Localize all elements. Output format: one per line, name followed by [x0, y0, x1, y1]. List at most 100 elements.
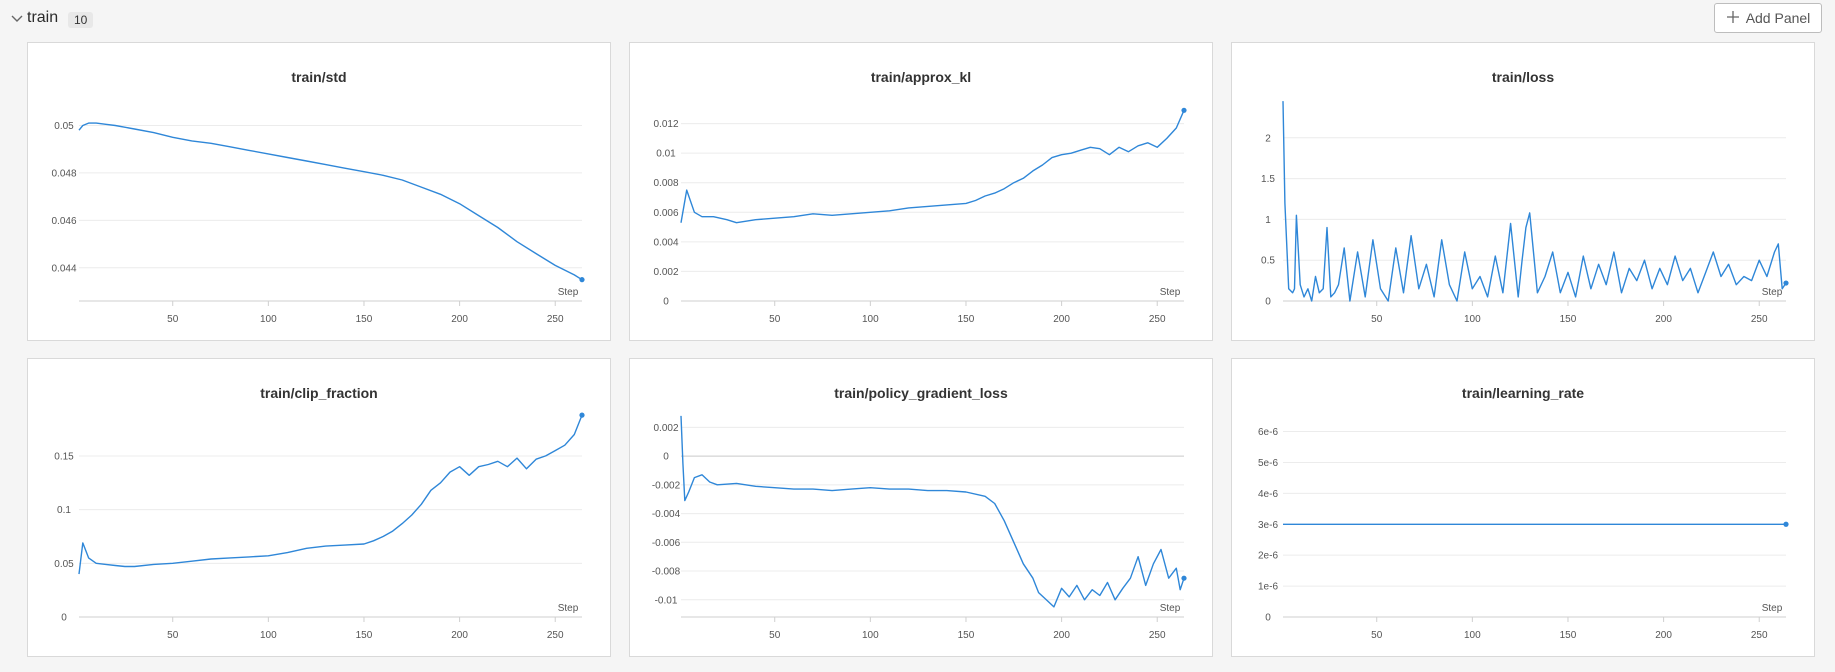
y-tick-label: 0.006	[653, 208, 678, 219]
y-tick-label: 6e-6	[1258, 427, 1278, 438]
x-tick-label: 150	[958, 630, 975, 641]
chevron-down-icon[interactable]	[9, 10, 25, 26]
x-tick-label: 250	[1149, 630, 1166, 641]
x-axis-label: Step	[1160, 603, 1181, 614]
last-point-marker	[1783, 280, 1789, 286]
y-tick-label: 0	[663, 452, 669, 463]
y-tick-label: 0	[663, 297, 669, 308]
y-tick-label: 1	[1265, 215, 1271, 226]
x-axis-label: Step	[558, 603, 579, 614]
x-tick-label: 250	[1149, 314, 1166, 325]
x-tick-label: 200	[451, 314, 468, 325]
chart-title: train/learning_rate	[1461, 385, 1585, 401]
line-chart: -0.01 -0.008 -0.006 -0.004 -0.002 0 0.002 50 100…	[652, 415, 1187, 641]
last-point-marker	[1181, 107, 1187, 113]
y-tick-label: 0	[61, 613, 67, 624]
y-tick-label: 5e-6	[1258, 458, 1278, 469]
x-axis-label: Step	[1160, 287, 1181, 298]
add-panel-label: Add Panel	[1745, 10, 1811, 26]
y-tick-label: 0.05	[54, 559, 74, 570]
y-tick-label: 1.5	[1261, 174, 1275, 185]
x-tick-label: 50	[167, 630, 179, 641]
series-line[interactable]	[680, 110, 1185, 224]
y-tick-label: 0.1	[57, 505, 71, 516]
chart-panel[interactable]: train/loss 0 0.5 1 1.5 2 50 100 150 200 250 Step	[1231, 42, 1815, 341]
y-tick-label: -0.01	[655, 595, 678, 606]
panel-count-badge: 10	[68, 12, 94, 28]
x-tick-label: 50	[1371, 630, 1383, 641]
x-tick-label: 50	[167, 314, 179, 325]
y-tick-label: 0.002	[653, 267, 678, 278]
x-tick-label: 200	[1655, 630, 1672, 641]
y-tick-label: 0.012	[653, 119, 678, 130]
x-tick-label: 250	[547, 630, 564, 641]
x-tick-label: 150	[1560, 630, 1577, 641]
x-tick-label: 150	[356, 314, 373, 325]
x-axis-label: Step	[1762, 287, 1783, 298]
chart-panel[interactable]: train/learning_rate 0 1e-6 2e-6 3e-6 4e-6 5e-6…	[1231, 358, 1815, 657]
y-tick-label: 0	[1265, 297, 1271, 308]
x-tick-label: 100	[862, 314, 879, 325]
x-tick-label: 100	[260, 314, 277, 325]
line-chart: 0 0.002 0.004 0.006 0.008 0.01 0.012 50 100 150 20…	[653, 107, 1187, 325]
chart-title: train/clip_fraction	[260, 385, 378, 401]
x-axis-label: Step	[558, 287, 579, 298]
chart-panel[interactable]: train/clip_fraction 0 0.05 0.1 0.15 50 100 150 2…	[27, 358, 611, 657]
y-tick-label: -0.008	[652, 567, 681, 578]
y-tick-label: 0.004	[653, 237, 678, 248]
x-tick-label: 50	[769, 314, 781, 325]
x-tick-label: 250	[1751, 630, 1768, 641]
y-tick-label: 0.002	[653, 423, 678, 434]
x-tick-label: 100	[1464, 630, 1481, 641]
chart-title: train/approx_kl	[870, 69, 972, 85]
x-tick-label: 200	[451, 630, 468, 641]
section-header: train 10 Add Panel	[0, 0, 1835, 38]
y-tick-label: 3e-6	[1258, 520, 1278, 531]
section-title[interactable]: train	[27, 9, 59, 26]
x-tick-label: 100	[1464, 314, 1481, 325]
y-tick-label: 0	[1265, 613, 1271, 624]
y-tick-label: 1e-6	[1258, 582, 1278, 593]
x-tick-label: 150	[356, 630, 373, 641]
last-point-marker	[1783, 521, 1789, 527]
x-tick-label: 150	[1560, 314, 1577, 325]
y-tick-label: 0.008	[653, 178, 678, 189]
x-tick-label: 50	[1371, 314, 1383, 325]
series-line[interactable]	[78, 122, 583, 281]
last-point-marker	[579, 412, 585, 418]
series-line[interactable]	[680, 415, 1185, 608]
x-axis-label: Step	[1762, 603, 1783, 614]
x-tick-label: 150	[958, 314, 975, 325]
x-tick-label: 100	[862, 630, 879, 641]
plus-icon	[1726, 10, 1740, 27]
series-line[interactable]	[78, 414, 583, 575]
x-tick-label: 250	[547, 314, 564, 325]
y-tick-label: 0.01	[656, 149, 676, 160]
y-tick-label: 4e-6	[1258, 489, 1278, 500]
chart-panel[interactable]: train/std 0.044 0.046 0.048 0.05 50 100 150 200 2…	[27, 42, 611, 341]
y-tick-label: 0.15	[54, 451, 74, 462]
y-tick-label: 0.046	[51, 216, 76, 227]
y-tick-label: -0.002	[652, 480, 681, 491]
y-tick-label: -0.004	[652, 509, 681, 520]
y-tick-label: 0.5	[1261, 256, 1275, 267]
y-tick-label: 0.044	[51, 263, 76, 274]
y-tick-label: 2	[1265, 133, 1271, 144]
last-point-marker	[1181, 575, 1187, 581]
last-point-marker	[579, 277, 585, 283]
x-tick-label: 100	[260, 630, 277, 641]
x-tick-label: 50	[769, 630, 781, 641]
y-tick-label: 0.048	[51, 168, 76, 179]
chart-title: train/std	[291, 69, 347, 85]
add-panel-button[interactable]: Add Panel	[1714, 3, 1822, 33]
x-tick-label: 200	[1655, 314, 1672, 325]
line-chart: 0 1e-6 2e-6 3e-6 4e-6 5e-6 6e-6 50 100 150 200 250 S…	[1258, 427, 1789, 641]
chart-panel[interactable]: train/approx_kl 0 0.002 0.004 0.006 0.008 0.01…	[629, 42, 1213, 341]
chart-title: train/policy_gradient_loss	[834, 385, 1008, 401]
chart-panel[interactable]: train/policy_gradient_loss -0.01 -0.008 -0.…	[629, 358, 1213, 657]
series-line[interactable]	[1282, 101, 1787, 302]
y-tick-label: 0.05	[54, 121, 74, 132]
chart-title: train/loss	[1491, 69, 1555, 85]
line-chart: 0 0.05 0.1 0.15 50 100 150 200 250 Step	[54, 412, 585, 641]
